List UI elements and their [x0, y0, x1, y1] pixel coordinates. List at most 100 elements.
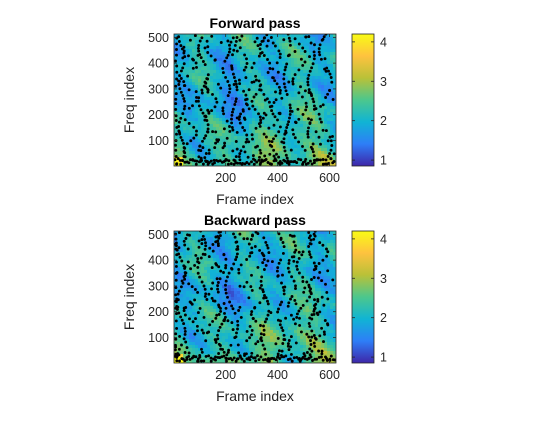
marker-dot-609: [333, 160, 336, 163]
marker-dot-207: [259, 149, 262, 152]
marker-dot-99: [211, 130, 214, 133]
marker-dot-436: [267, 39, 270, 42]
marker-dot-177: [248, 336, 251, 339]
marker-dot-440: [327, 139, 330, 142]
marker-dot-449: [223, 144, 226, 147]
marker-dot-361: [308, 250, 311, 253]
marker-dot-35: [183, 150, 186, 153]
marker-dot-495: [316, 313, 319, 316]
marker-dot-330: [291, 128, 294, 131]
marker-dot-443: [231, 149, 234, 152]
marker-dot-196: [242, 237, 245, 240]
marker-dot-321: [288, 37, 291, 40]
marker-dot-37: [196, 325, 199, 328]
marker-dot-458: [287, 54, 290, 57]
marker-dot-131: [216, 288, 219, 291]
marker-dot-55: [196, 257, 199, 260]
marker-dot-500: [322, 129, 325, 132]
marker-dot-47: [191, 285, 194, 288]
marker-dot-310: [308, 347, 311, 350]
marker-dot-381: [327, 155, 330, 158]
marker-dot-175: [238, 158, 241, 161]
marker-dot-290: [270, 36, 273, 39]
marker-dot-185: [239, 122, 242, 125]
marker-dot-444: [236, 116, 239, 119]
marker-dot-128: [221, 109, 224, 112]
y-tick-label: 500: [148, 228, 169, 242]
marker-dot-457: [177, 298, 180, 301]
marker-dot-516: [183, 84, 186, 87]
marker-dot-424: [252, 317, 255, 320]
marker-dot-200: [243, 53, 246, 56]
marker-dot-31: [178, 40, 181, 43]
marker-dot-627: [174, 60, 177, 63]
marker-dot-286: [290, 335, 293, 338]
marker-dot-353: [309, 290, 312, 293]
marker-dot-607: [174, 293, 177, 296]
marker-dot-607: [330, 157, 333, 160]
marker-dot-204: [259, 324, 262, 327]
marker-dot-359: [310, 118, 313, 121]
marker-dot-610: [175, 162, 178, 165]
marker-dot-492: [323, 333, 326, 336]
marker-dot-9: [181, 319, 184, 322]
marker-dot-159: [234, 100, 237, 103]
marker-dot-188: [239, 112, 242, 115]
marker-dot-107: [211, 93, 214, 96]
marker-dot-511: [243, 117, 246, 120]
marker-dot-183: [238, 306, 241, 309]
marker-dot-85: [202, 235, 205, 238]
marker-dot-303: [294, 244, 297, 247]
marker-dot-509: [183, 307, 186, 310]
marker-dot-334: [307, 245, 310, 248]
marker-dot-275: [279, 259, 282, 262]
marker-dot-613: [174, 144, 177, 147]
marker-dot-469: [247, 140, 250, 143]
marker-dot-241: [261, 288, 264, 291]
marker-dot-54: [195, 62, 198, 65]
marker-dot-241: [262, 117, 265, 120]
marker-dot-94: [203, 156, 206, 159]
marker-dot-4: [183, 337, 186, 340]
marker-dot-171: [234, 44, 237, 47]
marker-dot-76: [197, 100, 200, 103]
marker-dot-422: [242, 110, 245, 113]
marker-dot-14: [183, 107, 186, 110]
marker-dot-289: [272, 42, 275, 45]
marker-dot-173: [236, 36, 239, 39]
marker-dot-594: [304, 160, 307, 163]
marker-dot-354: [307, 136, 310, 139]
marker-dot-95: [205, 152, 208, 155]
marker-dot-127: [222, 112, 225, 115]
marker-dot-49: [188, 88, 191, 91]
marker-dot-414: [184, 266, 187, 269]
marker-dot-548: [241, 358, 244, 361]
marker-dot-77: [196, 266, 199, 269]
marker-dot-415: [255, 79, 258, 82]
marker-dot-246: [262, 93, 265, 96]
marker-dot-267: [274, 134, 277, 137]
marker-dot-380: [325, 291, 328, 294]
marker-dot-431: [187, 260, 190, 263]
marker-dot-586: [315, 358, 318, 361]
marker-dot-370: [315, 338, 318, 341]
marker-dot-355: [306, 133, 309, 136]
marker-dot-149: [236, 328, 239, 331]
marker-dot-30: [178, 231, 181, 234]
marker-dot-419: [206, 91, 209, 94]
marker-dot-115: [204, 46, 207, 49]
marker-dot-478: [321, 350, 324, 353]
marker-dot-111: [211, 243, 214, 246]
marker-dot-296: [283, 146, 286, 149]
marker-dot-325: [304, 149, 307, 152]
marker-dot-264: [277, 308, 280, 311]
marker-dot-315: [284, 68, 287, 71]
marker-dot-82: [204, 244, 207, 247]
marker-dot-284: [276, 61, 279, 64]
marker-dot-281: [273, 79, 276, 82]
marker-dot-497: [282, 38, 285, 41]
marker-dot-294: [285, 154, 288, 157]
marker-dot-508: [227, 351, 230, 354]
marker-dot-507: [206, 45, 209, 48]
